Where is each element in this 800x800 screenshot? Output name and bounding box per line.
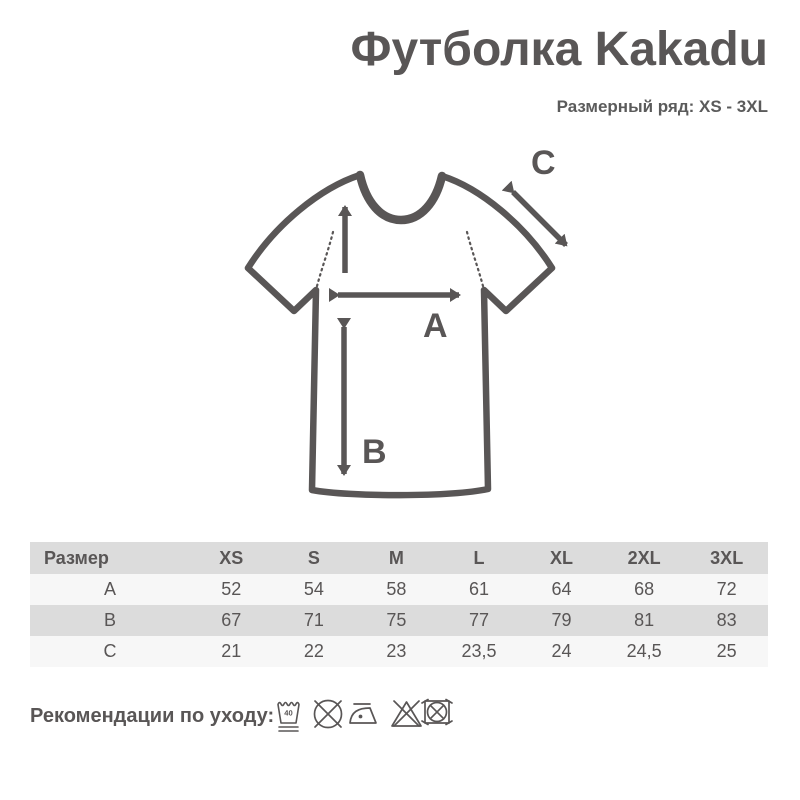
svg-text:40: 40 [284, 709, 292, 718]
